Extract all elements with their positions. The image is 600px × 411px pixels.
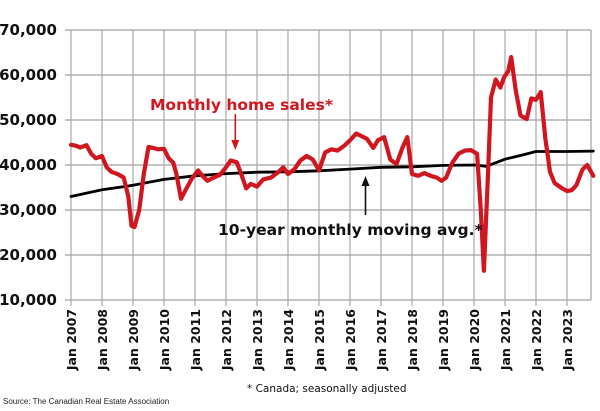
x-tick-label: Jan 2021	[498, 309, 513, 371]
series-group	[68, 54, 596, 273]
y-tick-label: 50,000	[0, 111, 57, 129]
source-note: Source: The Canadian Real Estate Associa…	[3, 397, 169, 406]
x-tick-label: Jan 2023	[560, 309, 575, 371]
y-tick-label: 70,000	[0, 21, 57, 39]
x-tick-label: Jan 2016	[343, 309, 358, 371]
x-tick-label: Jan 2009	[126, 309, 141, 371]
x-tick-label: Jan 2007	[64, 309, 79, 371]
x-tick-label: Jan 2014	[281, 309, 296, 371]
x-tick-label: Jan 2015	[312, 309, 327, 371]
x-tick-label: Jan 2020	[467, 309, 482, 371]
y-tick-label: 40,000	[0, 156, 57, 174]
arrow-head-red-icon	[231, 140, 240, 150]
y-tick-label: 20,000	[0, 246, 57, 264]
x-axis: Jan 2007 Jan 2008 Jan 2009 Jan 2010 Jan 2011…	[64, 309, 575, 371]
arrow-head-black-icon	[361, 176, 370, 186]
y-axis: 10,000 20,000 30,000 40,000 50,000 60,000 70,0…	[0, 21, 57, 309]
x-tick-label: Jan 2018	[405, 309, 420, 371]
footnote: * Canada; seasonally adjusted	[247, 383, 407, 395]
x-tick-label: Jan 2010	[157, 309, 172, 371]
x-tick-label: Jan 2011	[188, 309, 203, 371]
x-tick-label: Jan 2008	[95, 309, 110, 371]
x-tick-label: Jan 2017	[374, 309, 389, 371]
x-tick-label: Jan 2012	[219, 309, 234, 371]
annotation-moving-avg: 10-year monthly moving avg.*	[218, 221, 483, 239]
x-tick-label: Jan 2013	[250, 309, 265, 371]
series-line-moving-avg	[69, 149, 595, 198]
y-tick-label: 30,000	[0, 201, 57, 219]
y-tick-label: 60,000	[0, 66, 57, 84]
annotation-monthly-sales: Monthly home sales*	[150, 96, 333, 114]
series-line-monthly-sales	[68, 54, 596, 273]
y-tick-label: 10,000	[0, 291, 57, 309]
x-tick-label: Jan 2019	[436, 309, 451, 371]
x-tick-label: Jan 2022	[529, 309, 544, 371]
